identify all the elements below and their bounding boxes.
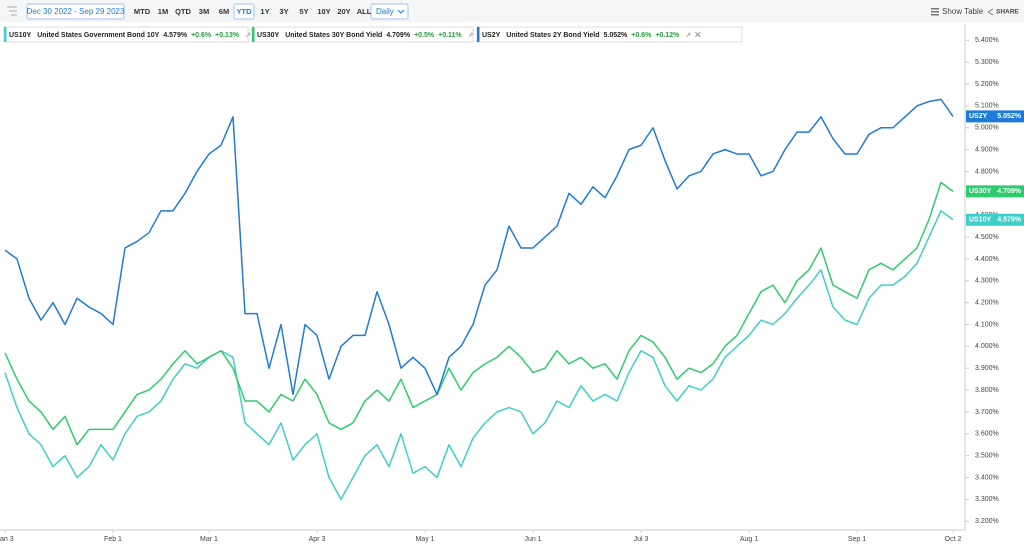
y-tick-label: 4.900%	[975, 146, 999, 153]
interval: Daily	[376, 7, 394, 16]
y-tick-label: 5.000%	[975, 125, 999, 132]
legend-change: +0.6%	[191, 32, 212, 39]
legend-name: United States Government Bond 10Y	[37, 32, 159, 39]
dropdown-arrow	[397, 9, 405, 14]
range-button[interactable]: 10Y	[317, 7, 330, 16]
y-tick-label: 5.200%	[975, 81, 999, 88]
range-button[interactable]: 5Y	[299, 7, 308, 16]
series-line	[4, 210, 954, 501]
x-tick-label: an 3	[0, 536, 14, 543]
legend-value: 4.709%	[386, 32, 411, 39]
y-tick-label: 3.800%	[975, 387, 999, 394]
x-tick-label: Sep 1	[848, 536, 866, 543]
legend-settings-icon[interactable]	[467, 32, 474, 38]
tag-symbol: US10Y	[969, 217, 992, 224]
y-tick-label: 3.600%	[975, 431, 999, 438]
legend-item[interactable]: US30Y United States 30Y Bond Yield 4.709% +…	[251, 26, 484, 43]
range-button[interactable]: 1M	[158, 7, 168, 16]
tag-symbol: US2Y	[969, 113, 988, 120]
x-tick-label: Feb 1	[104, 536, 122, 543]
tag-box	[966, 213, 1024, 226]
legend-change-pct: +0.13%	[215, 32, 240, 39]
legend-name: United States 2Y Bond Yield	[506, 32, 599, 39]
legend-name: United States 30Y Bond Yield	[285, 32, 382, 39]
y-tick-label: 4.200%	[975, 299, 999, 306]
y-tick-label: 3.200%	[975, 518, 999, 525]
tag-symbol: US30Y	[969, 188, 992, 195]
x-tick-label: Apr 3	[309, 536, 326, 543]
tag-box	[966, 110, 1024, 123]
show-table[interactable]: Show Table	[942, 7, 984, 16]
toolbar	[0, 0, 1024, 22]
range-button[interactable]: MTD	[134, 7, 151, 16]
y-tick-label: 3.700%	[975, 409, 999, 416]
legend-value: 5.052%	[604, 32, 629, 39]
date-range-button[interactable]	[26, 3, 125, 20]
y-tick-label: 4.800%	[975, 168, 999, 175]
last-value-tag: US10Y 4.579%	[966, 213, 1024, 226]
range-button[interactable]: 1Y	[260, 7, 269, 16]
legend-color	[4, 27, 7, 42]
range-button[interactable]: QTD	[175, 7, 191, 16]
range-button[interactable]: ALL	[357, 7, 372, 16]
range-button[interactable]: 6M	[219, 7, 229, 16]
x-tick-label: Jun 1	[524, 536, 541, 543]
legend-change: +0.6%	[631, 32, 652, 39]
y-tick-label: 3.300%	[975, 496, 999, 503]
range-active[interactable]	[233, 3, 255, 20]
y-tick-label: 3.400%	[975, 474, 999, 481]
y-tick-label: 4.000%	[975, 343, 999, 350]
legend-color	[477, 27, 480, 42]
series-line	[4, 181, 954, 446]
legend-color	[252, 27, 255, 42]
range-button[interactable]: 3Y	[279, 7, 288, 16]
x-tick-label: Oct 2	[945, 536, 962, 543]
range-button[interactable]: YTD	[237, 7, 253, 16]
y-tick-label: 4.100%	[975, 321, 999, 328]
date-range: Dec 30 2022 - Sep 29 2023	[27, 7, 125, 16]
legend-symbol: US30Y	[257, 32, 280, 39]
legend-change: +0.5%	[414, 32, 435, 39]
tag-value: 4.579%	[997, 217, 1022, 224]
y-tick-label: 4.400%	[975, 256, 999, 263]
x-tick-label: May 1	[415, 536, 434, 543]
legend-settings-icon[interactable]	[685, 32, 692, 38]
y-tick-label: 5.400%	[975, 37, 999, 44]
y-tick-label: 5.100%	[975, 103, 999, 110]
legend-change-pct: +0.12%	[655, 32, 680, 39]
interval-button[interactable]	[370, 3, 409, 20]
legend-settings-icon[interactable]	[245, 32, 252, 38]
share-icon[interactable]	[987, 8, 994, 16]
y-tick-label: 5.300%	[975, 59, 999, 66]
legend-item[interactable]: US2Y United States 2Y Bond Yield 5.052% +0.…	[476, 26, 743, 43]
x-tick-label: Mar 1	[200, 536, 218, 543]
legend-value: 4.579%	[163, 32, 188, 39]
share[interactable]: SHARE	[996, 9, 1019, 16]
range-button[interactable]: 20Y	[337, 7, 350, 16]
range-button[interactable]: 3M	[199, 7, 209, 16]
series-line	[4, 98, 954, 396]
tag-box	[966, 185, 1024, 198]
legend-change-pct: +0.11%	[438, 32, 462, 39]
tag-value: 5.052%	[997, 113, 1022, 120]
show-table-icon[interactable]	[931, 8, 939, 16]
legend-symbol: US2Y	[482, 32, 501, 39]
x-tick-label: Aug 1	[740, 536, 758, 543]
last-value-tag: US30Y 4.709%	[966, 185, 1024, 198]
y-tick-label: 3.500%	[975, 453, 999, 460]
menu-icon[interactable]	[7, 6, 17, 16]
tag-value: 4.709%	[997, 188, 1022, 195]
y-tick-label: 4.300%	[975, 278, 999, 285]
x-tick-label: Jul 3	[634, 536, 649, 543]
last-value-tag: US2Y 5.052%	[966, 110, 1024, 123]
legend-symbol: US10Y	[9, 32, 32, 39]
y-tick-label: 4.500%	[975, 234, 999, 241]
legend-close-icon[interactable]	[694, 31, 701, 38]
y-tick-label: 3.900%	[975, 365, 999, 372]
legend-item[interactable]: US10Y United States Government Bond 10Y 4.…	[3, 26, 261, 43]
